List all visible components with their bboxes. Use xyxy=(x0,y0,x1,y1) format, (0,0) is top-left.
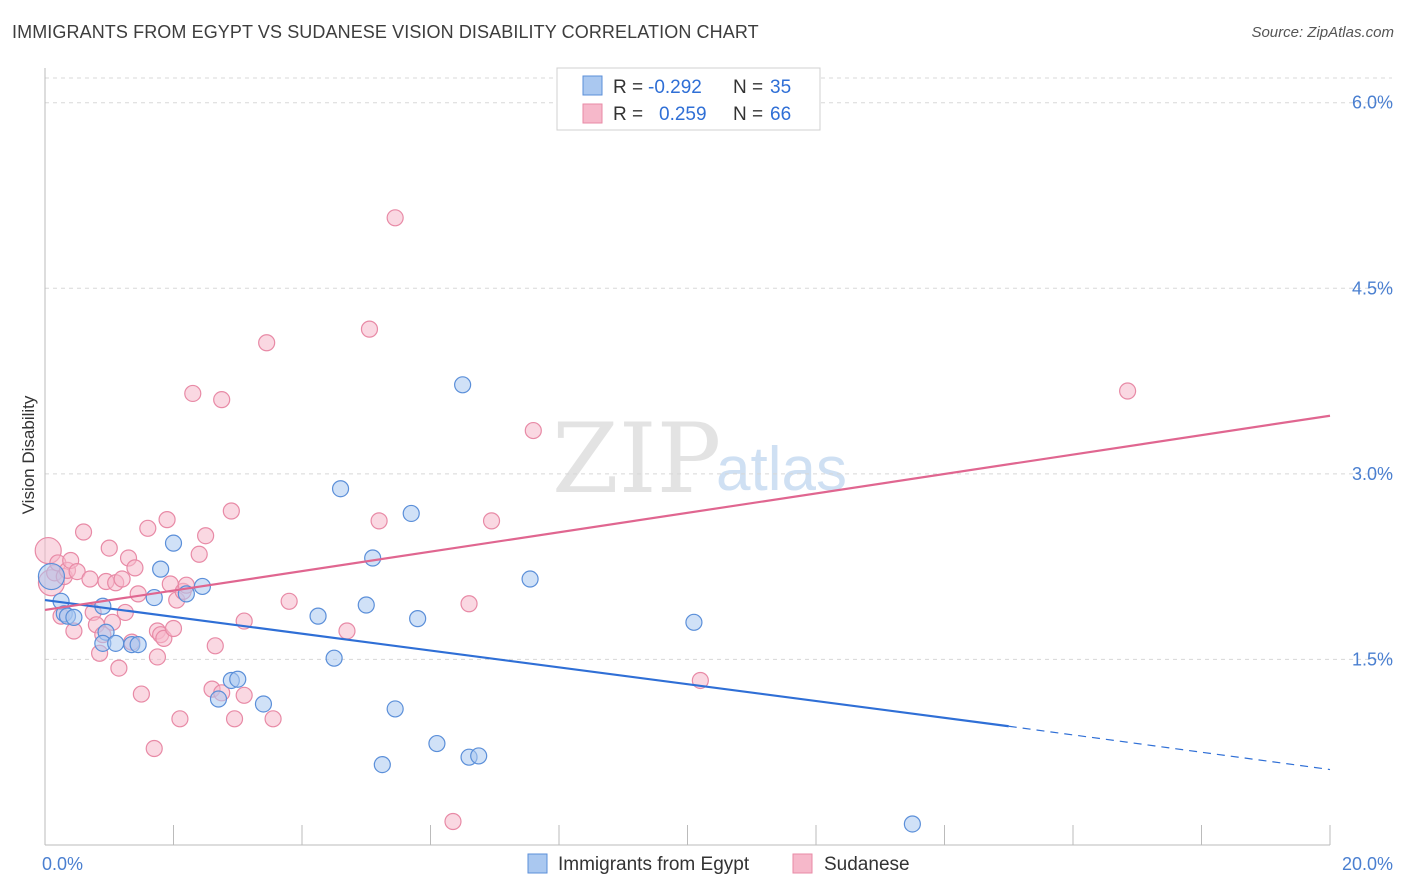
egypt-point xyxy=(331,480,350,498)
sudanese-point xyxy=(338,622,356,640)
sudanese-point xyxy=(264,710,282,728)
egypt-point xyxy=(685,613,703,631)
sudanese-point xyxy=(100,539,118,557)
legend-r-value-sudanese: 0.259 xyxy=(659,104,707,125)
sudanese-point xyxy=(184,384,202,403)
bottom-legend-swatch-sudanese xyxy=(792,853,813,874)
egypt-point xyxy=(65,608,83,626)
axes xyxy=(44,68,1331,846)
chart-title: IMMIGRANTS FROM EGYPT VS SUDANESE VISION… xyxy=(12,22,759,42)
sudanese-point xyxy=(68,563,86,581)
sudanese-point xyxy=(197,527,215,545)
egypt-point xyxy=(470,747,488,765)
sudanese-point xyxy=(258,334,276,352)
egypt-point xyxy=(164,534,183,552)
watermark-zip: ZIP xyxy=(552,403,721,515)
egypt-point xyxy=(309,607,327,625)
egypt-point xyxy=(229,670,247,688)
egypt-point xyxy=(209,690,228,708)
sudanese-point xyxy=(280,592,298,610)
egypt-point xyxy=(357,596,375,614)
y-tick-labels: 1.5% 3.0% 4.5% 6.0% xyxy=(1352,93,1393,670)
sudanese-point xyxy=(132,685,150,703)
sudanese-point xyxy=(444,812,462,831)
bottom-legend-label-egypt: Immigrants from Egypt xyxy=(558,854,750,875)
sudanese-point xyxy=(116,603,134,622)
x-tick-label: 0.0% xyxy=(42,854,83,874)
egypt-point xyxy=(428,734,446,753)
watermark-atlas: atlas xyxy=(716,435,847,504)
egypt-point xyxy=(386,700,404,718)
sudanese-point xyxy=(1119,382,1137,400)
bottom-legend-label-sudanese: Sudanese xyxy=(824,854,910,875)
egypt-point xyxy=(903,815,921,833)
y-tick-label: 4.5% xyxy=(1352,278,1393,298)
sudanese-point xyxy=(235,686,253,704)
egypt-point xyxy=(364,549,382,567)
sudanese-point xyxy=(129,585,147,603)
legend-n-value-sudanese: 66 xyxy=(770,104,791,125)
sudanese-point xyxy=(370,512,388,530)
sudanese-point xyxy=(126,559,144,577)
sudanese-point xyxy=(139,519,157,537)
egypt-point xyxy=(402,504,420,523)
sudanese-point xyxy=(386,209,404,227)
egypt-point xyxy=(254,695,273,713)
series-sudanese xyxy=(34,209,1137,831)
sudanese-point xyxy=(145,739,163,758)
egypt-point xyxy=(37,562,66,591)
sudanese-point xyxy=(222,502,240,520)
legend-n-value-egypt: 35 xyxy=(770,77,791,98)
legend-n-label-egypt: N = xyxy=(733,77,763,98)
egypt-trendline xyxy=(44,598,1009,728)
sudanese-point xyxy=(524,421,542,440)
sudanese-point xyxy=(225,710,244,728)
bottom-legend-swatch-egypt xyxy=(527,853,548,874)
legend-r-label-egypt: R = xyxy=(613,77,643,98)
sudanese-point xyxy=(113,570,131,588)
source-credit: Source: ZipAtlas.com xyxy=(1251,24,1394,41)
grid-lines xyxy=(45,77,1392,660)
x-tick-labels: 0.0% 20.0% xyxy=(42,854,1393,874)
legend-r-value-egypt: -0.292 xyxy=(648,77,702,98)
y-axis-title: Vision Disability xyxy=(19,395,38,514)
legend-r-label-sudanese: R = xyxy=(613,104,643,125)
sudanese-point xyxy=(190,545,208,563)
sudanese-point xyxy=(148,648,167,666)
sudanese-point xyxy=(213,391,231,409)
legend-swatch-sudanese xyxy=(582,103,603,124)
sudanese-point xyxy=(360,320,379,338)
egypt-point xyxy=(129,635,147,654)
sudanese-point xyxy=(81,570,99,588)
y-tick-label: 1.5% xyxy=(1352,649,1393,669)
correlation-legend: R = -0.292 N = 35 R = 0.259 N = 66 xyxy=(556,67,821,131)
legend-swatch-egypt xyxy=(582,75,603,96)
sudanese-point xyxy=(74,523,93,541)
y-tick-label: 6.0% xyxy=(1352,93,1393,113)
sudanese-point xyxy=(158,511,176,529)
x-tick-label: 20.0% xyxy=(1342,854,1393,874)
sudanese-point xyxy=(460,595,478,613)
sudanese-point xyxy=(206,637,224,655)
sudanese-point xyxy=(110,659,128,677)
egypt-point xyxy=(325,649,343,667)
sudanese-point xyxy=(482,512,501,530)
sudanese-point xyxy=(171,710,189,728)
trendlines xyxy=(44,414,1331,771)
egypt-point xyxy=(152,560,170,578)
egypt-point xyxy=(409,610,427,628)
egypt-point xyxy=(107,634,125,652)
y-tick-label: 3.0% xyxy=(1352,464,1393,484)
egypt-point xyxy=(454,376,472,394)
legend-n-label-sudanese: N = xyxy=(733,104,763,125)
series-legend: Immigrants from Egypt Sudanese xyxy=(527,853,910,875)
egypt-point xyxy=(521,570,539,588)
sudanese-point xyxy=(164,619,183,638)
sudanese-trendline xyxy=(44,414,1331,612)
egypt-trendline-extension xyxy=(1008,725,1331,771)
egypt-point xyxy=(373,755,391,774)
